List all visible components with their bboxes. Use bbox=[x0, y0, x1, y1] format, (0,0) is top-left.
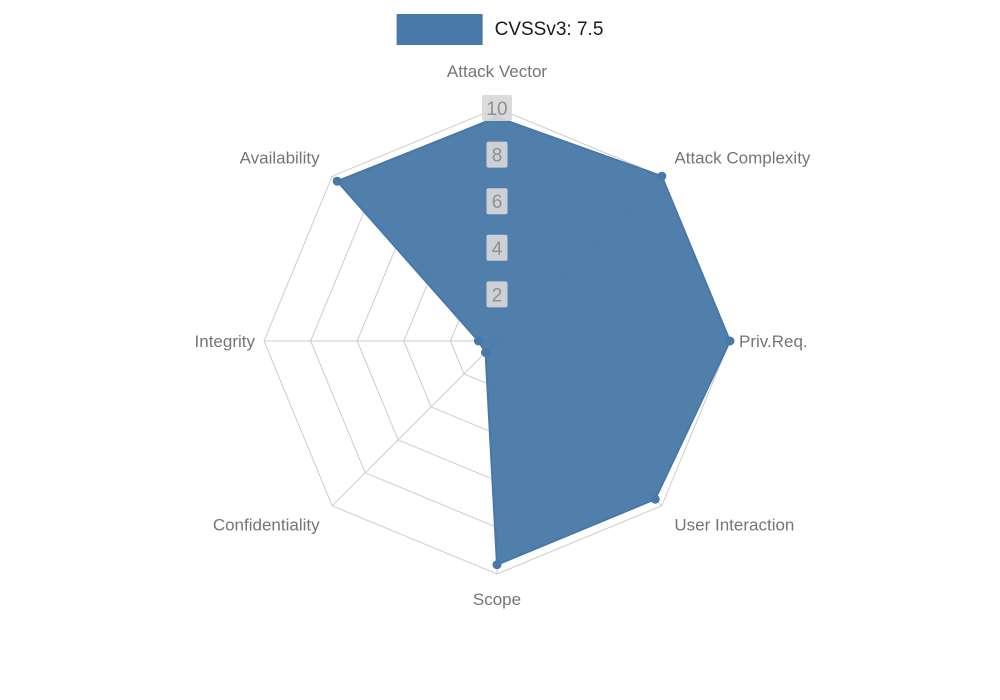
data-point bbox=[481, 348, 490, 357]
tick-label: 8 bbox=[492, 146, 503, 167]
axis-label-scope: Scope bbox=[473, 590, 521, 609]
data-point bbox=[492, 560, 502, 570]
data-point bbox=[725, 336, 735, 346]
tick-label: 10 bbox=[486, 99, 507, 120]
data-point bbox=[473, 336, 483, 346]
tick-bg bbox=[486, 188, 508, 215]
axis-label-priv-req: Priv.Req. bbox=[739, 332, 808, 351]
data-point bbox=[657, 171, 667, 181]
tick-label: 4 bbox=[492, 239, 503, 260]
axis-label-confidentiality: Confidentiality bbox=[213, 515, 320, 534]
tick-label: 6 bbox=[492, 192, 503, 213]
legend-swatch bbox=[396, 14, 483, 45]
radial-ticks: 2 4 6 8 10 bbox=[482, 95, 512, 308]
tick-label: 2 bbox=[492, 285, 503, 306]
axis-label-integrity: Integrity bbox=[195, 332, 256, 351]
tick-bg bbox=[486, 141, 508, 168]
axis-label-user-interaction: User Interaction bbox=[674, 515, 794, 534]
axis-labels: Attack Vector Attack Complexity Priv.Req. U… bbox=[195, 62, 811, 609]
tick-bg bbox=[482, 95, 512, 121]
axis-label-attack-vector: Attack Vector bbox=[447, 62, 547, 81]
axis-label-attack-complexity: Attack Complexity bbox=[674, 149, 811, 168]
tick-bg bbox=[486, 234, 508, 261]
grid-spoke bbox=[331, 340, 498, 507]
legend-label: CVSSv3: 7.5 bbox=[494, 18, 604, 40]
axis-label-availability: Availability bbox=[240, 149, 321, 168]
data-point bbox=[332, 176, 342, 186]
tick-bg bbox=[486, 281, 508, 308]
legend: CVSSv3: 7.5 bbox=[396, 14, 604, 45]
data-point bbox=[650, 494, 660, 504]
